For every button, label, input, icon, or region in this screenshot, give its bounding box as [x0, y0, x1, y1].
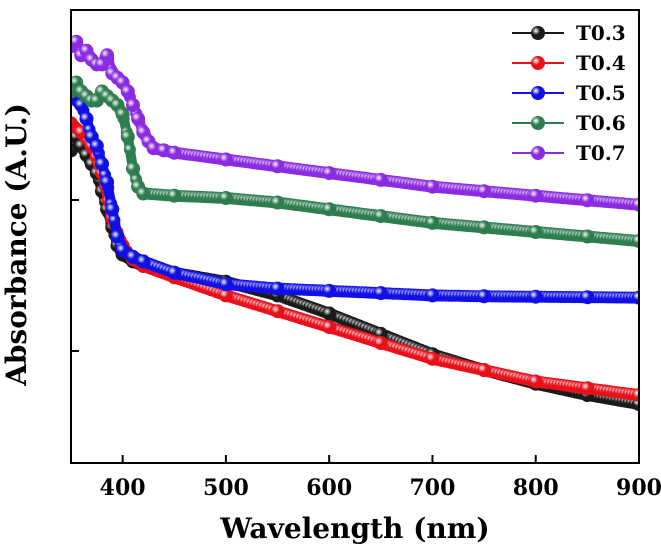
data-point [580, 193, 595, 208]
data-point [580, 381, 595, 396]
legend-label: T0.4 [576, 51, 626, 75]
x-tick-label: 800 [513, 475, 559, 501]
data-point [100, 175, 115, 190]
legend-item-T0.7: T0.7 [512, 141, 626, 165]
series-T0.5 [72, 89, 638, 305]
data-point [322, 306, 337, 321]
data-point [270, 195, 285, 210]
legend-item-T0.4: T0.4 [512, 51, 626, 75]
series-T0.6 [72, 75, 638, 248]
data-point [322, 166, 337, 181]
series-line [72, 118, 638, 401]
x-axis-title: Wavelength (nm) [219, 512, 489, 545]
legend-label: T0.7 [576, 141, 626, 165]
data-point [167, 265, 182, 280]
data-point [477, 289, 492, 304]
x-tick-label: 400 [100, 475, 146, 501]
data-point [136, 186, 151, 201]
legend-item-T0.6: T0.6 [512, 111, 626, 135]
data-point [477, 184, 492, 199]
legend-marker [531, 116, 545, 130]
legend-marker [531, 86, 545, 100]
data-point [72, 116, 78, 131]
data-point [528, 188, 543, 203]
data-point [373, 172, 388, 187]
data-point [477, 220, 492, 235]
legend-marker [531, 26, 545, 40]
data-point [95, 157, 109, 171]
legend-marker [531, 56, 545, 70]
tick-layer: 400 500 600 700 800 900 [71, 199, 661, 501]
data-point [136, 254, 151, 269]
data-point [218, 277, 233, 292]
data-point [373, 286, 388, 301]
legend-label: T0.6 [576, 111, 626, 135]
data-point [425, 351, 440, 366]
data-point [131, 111, 146, 126]
data-point [108, 214, 121, 227]
plot-frame [70, 9, 640, 464]
data-point [632, 234, 638, 248]
data-point [528, 289, 543, 304]
data-point [270, 304, 285, 319]
data-point [120, 129, 135, 144]
data-point [89, 138, 104, 153]
data-point [115, 107, 130, 122]
legend-marker [531, 146, 545, 160]
x-tick-label: 700 [409, 475, 455, 501]
data-point [126, 161, 140, 176]
data-point [218, 191, 233, 205]
data-point [373, 209, 388, 224]
data-point [167, 188, 182, 203]
data-point [322, 320, 337, 335]
legend-item-T0.3: T0.3 [512, 21, 626, 45]
data-point [123, 143, 136, 156]
data-point [105, 202, 120, 217]
data-point [373, 336, 388, 350]
legend-label: T0.5 [576, 81, 626, 105]
data-point [115, 243, 130, 258]
data-point [425, 288, 440, 303]
data-point [580, 229, 595, 244]
y-axis-title: Absorbance (A.U.) [0, 103, 33, 387]
legend-item-T0.5: T0.5 [512, 81, 626, 105]
series-layer [72, 34, 638, 412]
data-point [580, 290, 595, 305]
data-point [425, 179, 440, 194]
data-point [632, 290, 638, 305]
x-tick-label: 600 [306, 475, 352, 501]
data-point [156, 143, 171, 158]
data-point [528, 225, 543, 239]
data-point [100, 48, 115, 63]
data-point [528, 374, 543, 389]
legend: T0.3 T0.4 T0.5 T0.6 T0.7 [512, 21, 626, 165]
data-point [72, 34, 84, 49]
data-point [120, 84, 135, 99]
data-point [322, 283, 337, 298]
data-point [632, 197, 638, 212]
data-point [79, 111, 94, 126]
x-tick-label: 900 [616, 475, 661, 501]
data-point [477, 363, 492, 378]
data-point [126, 98, 140, 113]
x-tick-label: 500 [203, 475, 249, 501]
data-point [270, 159, 285, 174]
series-T0.7 [72, 34, 638, 212]
data-point [167, 145, 182, 160]
data-point [218, 288, 233, 303]
data-point [110, 229, 125, 244]
legend-label: T0.3 [576, 21, 626, 45]
data-point [322, 202, 337, 217]
data-point [218, 152, 233, 167]
data-point [425, 215, 440, 230]
data-point [632, 388, 638, 403]
data-point [270, 281, 285, 296]
